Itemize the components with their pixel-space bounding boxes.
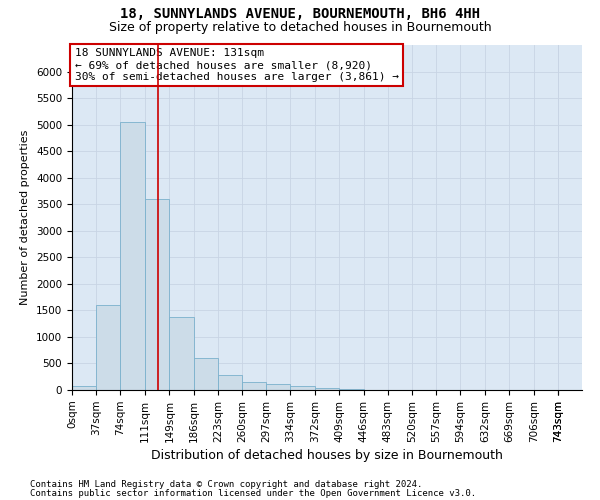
Bar [315, 388, 340, 390]
Bar [96, 305, 121, 390]
Bar [121, 122, 145, 390]
Bar [145, 199, 169, 390]
X-axis label: Distribution of detached houses by size in Bournemouth: Distribution of detached houses by size … [151, 449, 503, 462]
Text: 18, SUNNYLANDS AVENUE, BOURNEMOUTH, BH6 4HH: 18, SUNNYLANDS AVENUE, BOURNEMOUTH, BH6 … [120, 8, 480, 22]
Text: Contains public sector information licensed under the Open Government Licence v3: Contains public sector information licen… [30, 488, 476, 498]
Bar [218, 375, 242, 390]
Bar [266, 384, 290, 390]
Bar [242, 382, 266, 390]
Bar [194, 358, 218, 390]
Text: Size of property relative to detached houses in Bournemouth: Size of property relative to detached ho… [109, 21, 491, 34]
Text: Contains HM Land Registry data © Crown copyright and database right 2024.: Contains HM Land Registry data © Crown c… [30, 480, 422, 489]
Bar [72, 386, 96, 390]
Bar [290, 386, 314, 390]
Text: 18 SUNNYLANDS AVENUE: 131sqm
← 69% of detached houses are smaller (8,920)
30% of: 18 SUNNYLANDS AVENUE: 131sqm ← 69% of de… [74, 48, 398, 82]
Y-axis label: Number of detached properties: Number of detached properties [20, 130, 31, 305]
Bar [169, 317, 194, 390]
